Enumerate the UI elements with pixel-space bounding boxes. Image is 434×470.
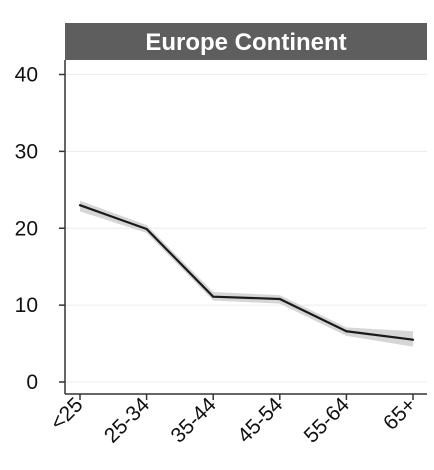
data-point-45-54 bbox=[278, 297, 281, 301]
series-line bbox=[79, 204, 414, 341]
y-tick-label-30: 30 bbox=[15, 140, 38, 163]
data-point-<25 bbox=[78, 204, 82, 207]
x-axis-ticks: <25 25-34 35-44 45-54 55-64 65+ bbox=[46, 393, 420, 447]
y-tick-label-10: 10 bbox=[15, 294, 38, 317]
x-tick-label-1: 25-34 bbox=[100, 393, 154, 447]
y-tick-label-20: 20 bbox=[15, 217, 38, 240]
facet-strip-title: Europe Continent bbox=[145, 29, 346, 56]
y-tick-label-0: 0 bbox=[26, 371, 38, 394]
facet-strip bbox=[65, 23, 427, 60]
x-tick-label-3: 45-54 bbox=[233, 393, 287, 447]
grid-lines bbox=[65, 74, 427, 383]
confidence-band bbox=[80, 200, 413, 347]
series-line-layer bbox=[78, 204, 415, 341]
data-point-65+ bbox=[411, 338, 415, 341]
x-tick-label-2: 35-44 bbox=[166, 393, 220, 447]
data-point-35-44 bbox=[212, 295, 215, 298]
x-tick-label-4: 55-64 bbox=[300, 393, 354, 447]
y-axis-ticks: 0 10 20 30 40 bbox=[15, 64, 65, 394]
y-tick-label-40: 40 bbox=[15, 64, 38, 87]
axes bbox=[64, 60, 427, 395]
x-tick-label-5: 65+ bbox=[379, 393, 420, 434]
data-point-25-34 bbox=[145, 227, 148, 231]
confidence-band-layer bbox=[80, 200, 413, 347]
x-tick-label-0: <25 bbox=[46, 393, 87, 434]
data-point-55-64 bbox=[345, 330, 348, 333]
